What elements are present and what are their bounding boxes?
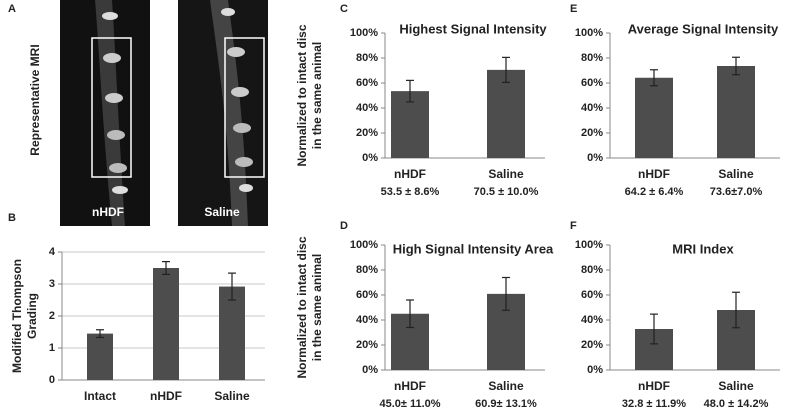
bar xyxy=(717,66,755,158)
y-tick-label: 4 xyxy=(49,246,56,258)
y-tick-label: 60% xyxy=(581,289,603,301)
y-tick-label: 60% xyxy=(356,77,378,89)
bar xyxy=(153,268,179,380)
error-bar xyxy=(650,69,658,87)
value-label: 32.8 ± 11.9% xyxy=(622,398,686,410)
y-axis-label: Normalized to intact disc xyxy=(295,236,309,378)
x-tick-label: nHDF xyxy=(150,389,182,403)
y-tick-label: 80% xyxy=(356,52,378,64)
value-label: 60.9± 13.1% xyxy=(475,398,537,410)
y-tick-label: 80% xyxy=(356,264,378,276)
bar xyxy=(635,77,673,158)
y-tick-label: 100% xyxy=(575,27,603,39)
panel-letter: A xyxy=(8,3,16,15)
y-axis-label: in the same animal xyxy=(310,42,324,149)
chart-title: High Signal Intensity Area xyxy=(393,241,554,256)
error-bar xyxy=(502,276,510,311)
value-label: 70.5 ± 10.0% xyxy=(474,186,539,198)
y-tick-label: 2 xyxy=(49,310,55,322)
y-tick-label: 0% xyxy=(587,152,603,164)
error-bar xyxy=(650,313,658,345)
y-tick-label: 100% xyxy=(350,239,378,251)
y-axis-label: Representative MRI xyxy=(28,44,42,155)
y-tick-label: 0 xyxy=(49,374,55,386)
spine xyxy=(95,0,253,226)
x-tick-label: Saline xyxy=(488,167,524,181)
x-tick-label: Saline xyxy=(718,379,754,393)
x-tick-label: nHDF xyxy=(638,167,670,181)
bar xyxy=(487,69,525,158)
y-tick-label: 100% xyxy=(575,239,603,251)
error-bar xyxy=(732,56,740,76)
y-axis-label: in the same animal xyxy=(310,254,324,361)
value-label: 64.2 ± 6.4% xyxy=(625,186,684,198)
value-label: 45.0± 11.0% xyxy=(379,398,440,410)
chart-title: Highest Signal Intensity xyxy=(399,21,547,36)
error-bar xyxy=(502,56,510,83)
error-bar xyxy=(162,261,170,275)
error-bar xyxy=(406,299,414,329)
y-tick-label: 80% xyxy=(581,52,603,64)
mri-panel: A Representative MRI nHDF Saline xyxy=(8,0,268,226)
y-tick-label: 20% xyxy=(356,127,378,139)
roi-box xyxy=(224,37,265,178)
y-tick-label: 1 xyxy=(49,342,55,354)
chart-title: MRI Index xyxy=(672,241,734,256)
bar xyxy=(219,286,245,380)
y-tick-label: 100% xyxy=(350,27,378,39)
panel-letter: E xyxy=(570,3,577,15)
x-tick-label: nHDF xyxy=(394,167,426,181)
y-tick-label: 40% xyxy=(581,314,603,326)
image-label: nHDF xyxy=(92,205,124,219)
y-tick-label: 20% xyxy=(356,339,378,351)
y-tick-label: 40% xyxy=(581,102,603,114)
image-label: Saline xyxy=(204,205,240,219)
panel-letter: D xyxy=(340,220,348,232)
y-tick-label: 40% xyxy=(356,102,378,114)
y-tick-label: 40% xyxy=(356,314,378,326)
bar xyxy=(87,333,113,380)
y-tick-label: 60% xyxy=(356,289,378,301)
y-axis-label: Modified Thompson xyxy=(10,259,24,373)
x-tick-label: nHDF xyxy=(394,379,426,393)
panel-letter: B xyxy=(8,212,16,224)
error-bar xyxy=(406,79,414,103)
y-tick-label: 0% xyxy=(587,364,603,376)
value-label: 53.5 ± 8.6% xyxy=(381,186,440,198)
chart-title: Average Signal Intensity xyxy=(628,21,779,36)
y-tick-label: 20% xyxy=(581,127,603,139)
error-bar xyxy=(96,329,104,339)
y-tick-label: 60% xyxy=(581,77,603,89)
x-tick-label: Saline xyxy=(718,167,754,181)
error-bar xyxy=(228,272,236,301)
error-bar xyxy=(732,291,740,329)
value-label: 48.0 ± 14.2% xyxy=(704,398,769,410)
y-axis-label: Normalized to intact disc xyxy=(295,24,309,166)
panel-letter: F xyxy=(570,220,577,232)
x-tick-label: Saline xyxy=(488,379,524,393)
roi-box xyxy=(91,37,132,178)
y-tick-label: 80% xyxy=(581,264,603,276)
y-tick-label: 3 xyxy=(49,278,55,290)
x-tick-label: Intact xyxy=(84,389,116,403)
panel-letter: C xyxy=(340,3,348,15)
x-tick-label: nHDF xyxy=(638,379,670,393)
y-tick-label: 20% xyxy=(581,339,603,351)
y-tick-label: 0% xyxy=(362,152,378,164)
x-tick-label: Saline xyxy=(214,389,250,403)
value-label: 73.6±7.0% xyxy=(710,186,763,198)
y-axis-label: Grading xyxy=(25,293,39,339)
y-tick-label: 0% xyxy=(362,364,378,376)
